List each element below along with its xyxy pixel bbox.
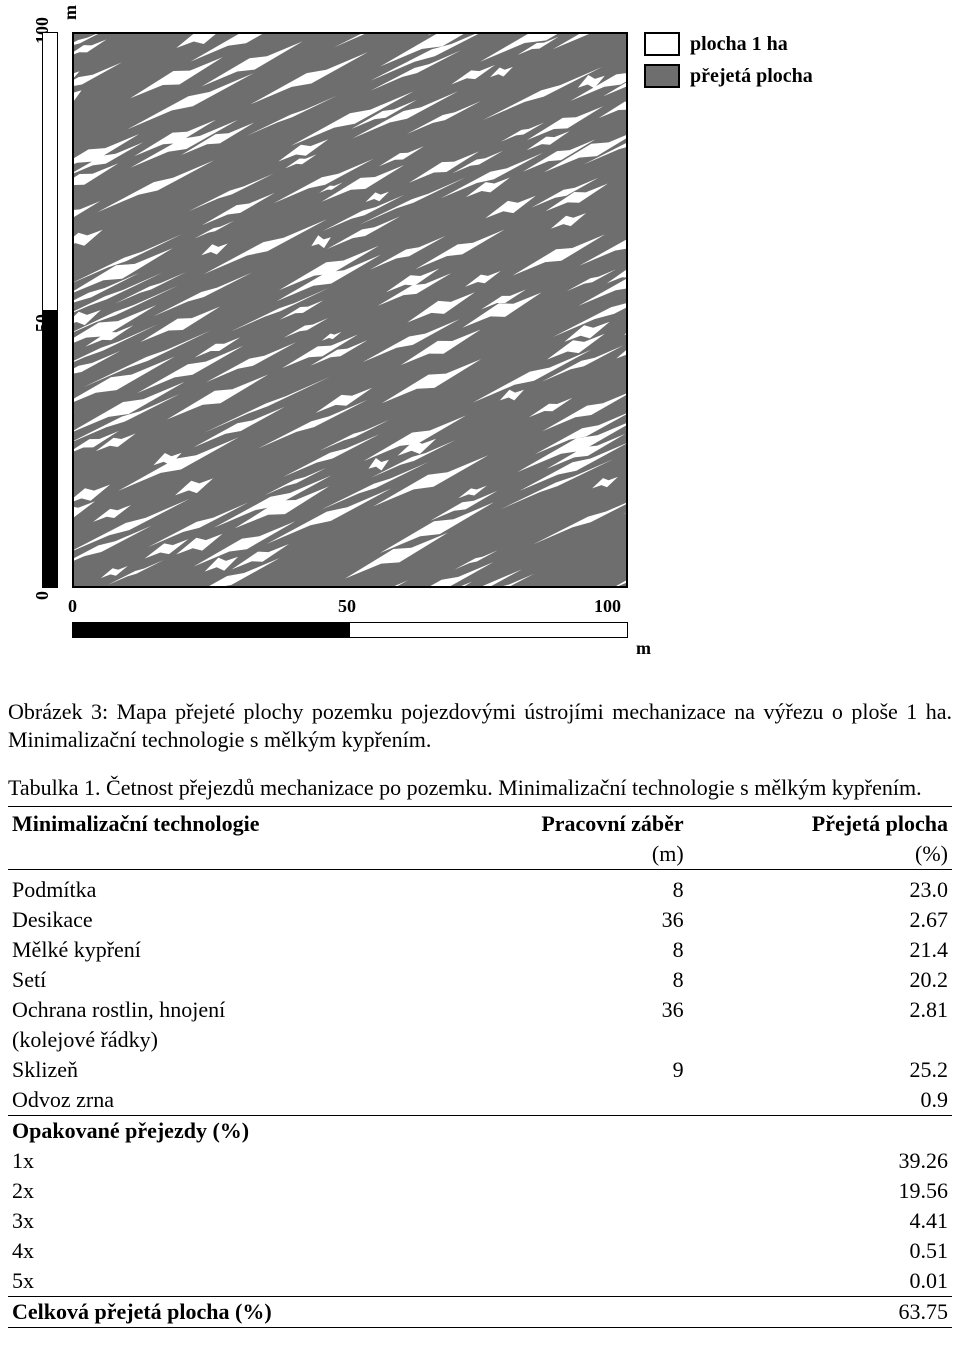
cell-name: Sklizeň: [8, 1055, 423, 1085]
cell-name: Podmítka: [8, 875, 423, 905]
y-scale-bottom: [43, 310, 57, 587]
cell-zaber: 8: [423, 875, 687, 905]
table-row: Sklizeň925.2: [8, 1055, 952, 1085]
x-axis-labels: 0 50 100: [72, 596, 628, 620]
cell-pct: 20.2: [688, 965, 952, 995]
legend-item-2: přejetá plocha: [644, 64, 813, 88]
table-row: Setí820.2: [8, 965, 952, 995]
x-tick-50: 50: [338, 596, 356, 617]
cell-name: Ochrana rostlin, hnojení: [8, 995, 423, 1025]
x-scale-left: [73, 623, 350, 637]
y-scale-bar: [42, 32, 58, 588]
cell-pct: 19.56: [688, 1176, 952, 1206]
table-row: 4x 0.51: [8, 1236, 952, 1266]
cell-name: Setí: [8, 965, 423, 995]
cell-pct: 4.41: [688, 1206, 952, 1236]
cell-pct: 2.81: [688, 995, 952, 1025]
figure-caption: Obrázek 3: Mapa přejeté plochy pozemku p…: [8, 698, 952, 754]
y-unit: m: [60, 5, 81, 20]
cell-pct: 25.2: [688, 1055, 952, 1085]
cell-zaber: [423, 1085, 687, 1116]
table-row: 5x 0.01: [8, 1266, 952, 1297]
th-plocha: Přejetá plocha: [688, 809, 952, 839]
th-zaber: Pracovní záběr: [423, 809, 687, 839]
table-row: Mělké kypření821.4: [8, 935, 952, 965]
y-scale-top: [43, 33, 57, 310]
cell-pct: 0.9: [688, 1085, 952, 1116]
cell-pct: 21.4: [688, 935, 952, 965]
cell-name: 5x: [8, 1266, 423, 1297]
th-zaber-unit: (m): [423, 839, 687, 870]
y-tick-0: 0: [32, 591, 53, 600]
table-row: Ochrana rostlin, hnojení362.81: [8, 995, 952, 1025]
table-row: Podmítka823.0: [8, 875, 952, 905]
table-row: Odvoz zrna 0.9: [8, 1085, 952, 1116]
cell-zaber: 8: [423, 935, 687, 965]
legend-swatch-white: [644, 32, 680, 56]
total-pct: 63.75: [688, 1297, 952, 1328]
cell-zaber: 9: [423, 1055, 687, 1085]
cell-name: 2x: [8, 1176, 423, 1206]
cell-name: 3x: [8, 1206, 423, 1236]
cell-pct: 23.0: [688, 875, 952, 905]
cell-name: Mělké kypření: [8, 935, 423, 965]
figure-3: 100 50 0 m plocha 1 ha přejetá plocha: [8, 10, 928, 690]
cell-zaber: 36: [423, 905, 687, 935]
legend-swatch-gray: [644, 64, 680, 88]
map-svg: [74, 34, 628, 588]
y-axis-labels: 100 50 0 m: [14, 20, 38, 580]
cell-pct: 0.01: [688, 1266, 952, 1297]
cell-name: 1x: [8, 1146, 423, 1176]
x-scale-bar: [72, 622, 628, 638]
cell-zaber: [423, 1025, 687, 1055]
legend-item-1: plocha 1 ha: [644, 32, 813, 56]
th-name: Minimalizační technologie: [8, 809, 423, 839]
cell-pct: [688, 1025, 952, 1055]
cell-pct: 39.26: [688, 1146, 952, 1176]
cell-name: (kolejové řádky): [8, 1025, 423, 1055]
x-tick-0: 0: [68, 596, 77, 617]
page: 100 50 0 m plocha 1 ha přejetá plocha: [0, 0, 960, 1348]
cell-name: Desikace: [8, 905, 423, 935]
repeat-header: Opakované přejezdy (%): [8, 1116, 952, 1147]
table-row: 1x 39.26: [8, 1146, 952, 1176]
cell-zaber: 36: [423, 995, 687, 1025]
cell-zaber: 8: [423, 965, 687, 995]
cell-name: 4x: [8, 1236, 423, 1266]
map-plot: [72, 32, 628, 588]
table-row: 3x 4.41: [8, 1206, 952, 1236]
cell-name: Odvoz zrna: [8, 1085, 423, 1116]
legend-label-1: plocha 1 ha: [690, 33, 788, 56]
table-1: Minimalizační technologie Pracovní záběr…: [8, 806, 952, 1328]
x-scale-right: [350, 623, 627, 637]
cell-pct: 0.51: [688, 1236, 952, 1266]
table-caption: Tabulka 1. Četnost přejezdů mechanizace …: [8, 774, 952, 802]
total-name: Celková přejetá plocha (%): [8, 1297, 423, 1328]
table-row: (kolejové řádky): [8, 1025, 952, 1055]
table-row: Desikace362.67: [8, 905, 952, 935]
x-tick-100: 100: [594, 596, 621, 617]
legend: plocha 1 ha přejetá plocha: [644, 32, 813, 96]
cell-pct: 2.67: [688, 905, 952, 935]
x-unit: m: [636, 638, 651, 659]
table-row: 2x 19.56: [8, 1176, 952, 1206]
th-plocha-unit: (%): [688, 839, 952, 870]
legend-label-2: přejetá plocha: [690, 65, 813, 88]
